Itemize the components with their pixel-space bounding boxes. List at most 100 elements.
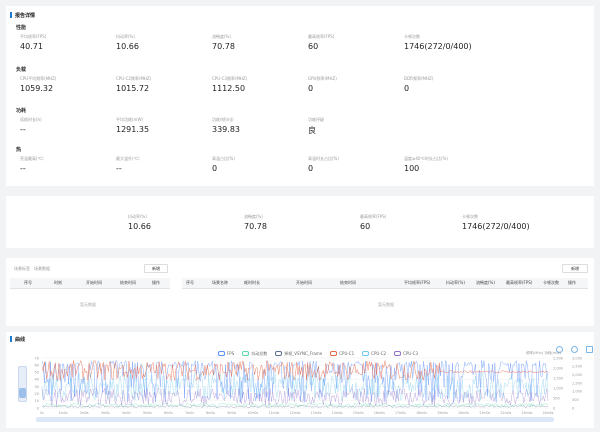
- x-tick: 4m0s: [122, 411, 131, 415]
- metric-value: 10.66: [116, 42, 139, 51]
- chart-card: 曲线 FPS 抖动总数 掉帧_VSYNC_Frame CPU-C1 CPU-C2 CPU-…: [6, 332, 594, 428]
- metric-value: 100: [404, 164, 420, 173]
- group-title: 负载: [16, 67, 27, 73]
- x-tick: 0s: [40, 411, 44, 415]
- x-tick: 1m0s: [59, 411, 68, 415]
- x-tick: 15m0s: [353, 411, 364, 415]
- scenes-column-header: 开始时间: [296, 280, 312, 285]
- summary-value: 1746(272/0/400): [462, 222, 530, 231]
- x-tick: 14m0s: [332, 411, 343, 415]
- y-left-tick: 0: [37, 406, 39, 410]
- metric-label: 抖动率(%): [116, 34, 135, 39]
- series-line: [41, 402, 549, 408]
- refresh-icon[interactable]: [571, 346, 579, 353]
- x-tick: 5m0s: [143, 411, 152, 415]
- metric-value: 0: [212, 164, 218, 173]
- legend-swatch: [218, 351, 225, 356]
- metric-value: 0: [308, 164, 314, 173]
- legend-label: CPU-C1: [339, 351, 355, 356]
- x-tick: 10m0s: [247, 411, 258, 415]
- legend-swatch: [275, 351, 283, 356]
- summary-label: 最高帧率(FPS): [360, 214, 387, 219]
- legend-item[interactable]: 掉帧_VSYNC_Frame: [275, 351, 322, 357]
- legend-item[interactable]: 抖动总数: [242, 351, 267, 357]
- summary-label: 卡顿次数: [462, 214, 478, 219]
- summary-label: 流畅度(%): [244, 214, 263, 219]
- metric-label: 功耗评级: [308, 117, 324, 122]
- legend-item[interactable]: CPU-C2: [362, 351, 386, 356]
- x-tick: 24m0s: [543, 411, 554, 415]
- scenes-column-header: 卡顿次数: [543, 280, 559, 285]
- add-scene-button[interactable]: 新增: [562, 264, 588, 273]
- tab-scene-data[interactable]: 场景数据: [34, 266, 50, 271]
- chart-toolbar: [556, 338, 594, 357]
- scenes-column-header: 流畅度(%): [476, 280, 495, 285]
- legend-label: CPU-C2: [371, 351, 387, 356]
- y-right-tick: 2,000: [553, 366, 563, 370]
- x-tick: 17m0s: [395, 411, 406, 415]
- x-tick: 19m0s: [437, 411, 448, 415]
- x-tick: 9m0s: [227, 411, 236, 415]
- x-tick: 23m0s: [521, 411, 532, 415]
- y-right-tick: 0: [553, 406, 555, 410]
- y-right2-tick: 3,000: [572, 356, 582, 360]
- scenes-column-header: 平均帧率(FPS): [404, 280, 431, 285]
- x-tick: 11m0s: [268, 411, 279, 415]
- marks-table-header: [10, 278, 170, 289]
- group-title: 功耗: [16, 108, 27, 114]
- tab-scene-marks[interactable]: 场景标签: [14, 266, 30, 271]
- metric-label: CPU-C2频率(MHZ): [116, 76, 152, 81]
- legend-swatch: [362, 351, 370, 356]
- metric-label: 壳温最高(℃): [20, 156, 44, 161]
- metric-label: 卡顿次数: [404, 34, 420, 39]
- x-tick: 22m0s: [500, 411, 511, 415]
- x-tick: 6m0s: [164, 411, 173, 415]
- marks-empty-text: 暂无数据: [80, 302, 96, 307]
- metric-label: 流畅度(%): [212, 34, 231, 39]
- metric-value: 0: [404, 84, 410, 93]
- metric-label: GPU频率(MHZ): [308, 76, 337, 81]
- y-right-tick: 500: [553, 396, 560, 400]
- add-mark-button[interactable]: 新增: [144, 264, 168, 273]
- summary-value: 70.78: [244, 222, 267, 231]
- metric-label: 平均帧率(FPS): [20, 34, 47, 39]
- download-icon[interactable]: [586, 346, 594, 353]
- chart-scroll-thumb[interactable]: [19, 388, 26, 398]
- metric-value: --: [20, 164, 26, 173]
- x-tick: 18m0s: [416, 411, 427, 415]
- scenes-column-header: 序号: [186, 280, 194, 285]
- metric-value: 良: [308, 126, 316, 135]
- x-tick: 2m0s: [80, 411, 89, 415]
- group-title: 热: [16, 147, 22, 153]
- tables-card: 场景标签 场景数据 新增 序号 时刻 开始时间 结束时间 操作 暂无数据 新增 序号 场景…: [6, 258, 594, 326]
- metric-value: 1112.50: [212, 84, 246, 93]
- zoom-in-icon[interactable]: [556, 346, 563, 353]
- summary-card: 抖动率(%) 10.66 流畅度(%) 70.78 最高帧率(FPS) 60 卡顿次数 174…: [6, 196, 594, 248]
- metric-value: 1291.35: [116, 125, 150, 134]
- marks-column-header: 开始时间: [86, 280, 102, 285]
- legend-item[interactable]: CPU-C3: [394, 351, 418, 356]
- metric-label: 平均功耗(mW): [116, 117, 143, 122]
- legend-item[interactable]: CPU-C1: [330, 351, 354, 356]
- metric-value: 1015.72: [116, 84, 150, 93]
- scenes-column-header: 耗时时长: [244, 280, 260, 285]
- metric-label: 最高帧率(FPS): [308, 34, 335, 39]
- marks-column-header: 操作: [152, 280, 160, 285]
- chart-scroll-handle[interactable]: [18, 366, 27, 402]
- scenes-column-header: 最高帧率(FPS): [506, 280, 533, 285]
- performance-chart[interactable]: 70 60 50 40 30 20 10 0 2,500 2,000 1,500 1,000 500 0…: [6, 332, 594, 428]
- x-tick: 21m0s: [479, 411, 490, 415]
- marks-column-header: 序号: [24, 280, 32, 285]
- metric-label: CPU-C3频率(MHZ): [212, 76, 248, 81]
- y-right2-tick: 2,500: [572, 365, 582, 369]
- series-line: [41, 372, 549, 401]
- metric-label: CPU平均频率(MHZ): [20, 76, 57, 81]
- legend-item[interactable]: FPS: [218, 351, 234, 356]
- chart-zoom-slider[interactable]: [36, 417, 554, 422]
- series-line: [41, 359, 549, 403]
- y-right-tick: 2,500: [553, 356, 563, 360]
- y-left-tick: 30: [35, 385, 39, 389]
- section-marker: [10, 12, 12, 18]
- legend-label: CPU-C3: [403, 351, 418, 356]
- metric-value: 60: [308, 42, 319, 51]
